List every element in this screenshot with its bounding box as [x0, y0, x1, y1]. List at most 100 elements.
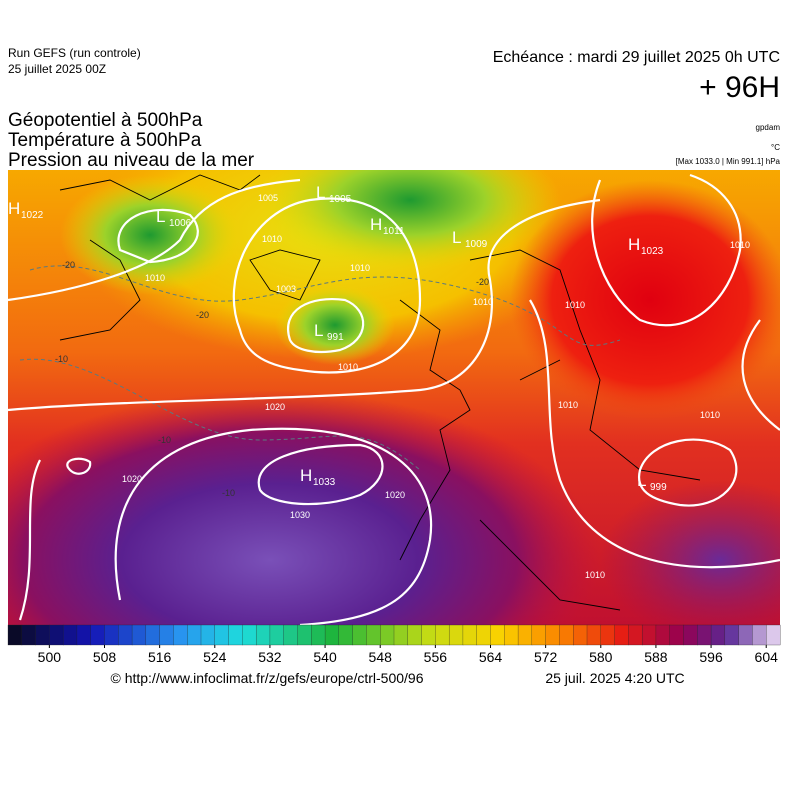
- isobar-label: 1020: [385, 490, 405, 500]
- pressure-center-letter: L: [316, 183, 325, 202]
- colorbar-swatch: [393, 624, 409, 646]
- colorbar-swatch: [407, 624, 423, 646]
- colorbar-swatch: [90, 624, 105, 646]
- colorbar-swatch: [421, 624, 436, 646]
- pressure-center-letter: L: [452, 228, 461, 247]
- isobar-label: 1010: [700, 410, 720, 420]
- colorbar-swatch: [641, 624, 657, 646]
- colorbar-swatch: [228, 624, 243, 646]
- isobar-label: 1010: [262, 234, 282, 244]
- colorbar-swatch: [145, 624, 161, 646]
- title: Pression au niveau de la mer: [8, 150, 255, 171]
- pressure-center-value: 1006: [169, 218, 192, 229]
- colorbar-swatch: [338, 624, 354, 646]
- colorbar-swatch: [242, 624, 257, 646]
- pressure-center-letter: L: [314, 321, 323, 340]
- pressure-center-letter: L: [637, 471, 646, 490]
- lead-time: + 96H: [699, 71, 780, 104]
- colorbar: 500 508 516 524 532 540 548 556 564 572 580 588 596 6…: [7, 624, 781, 665]
- colorbar-swatch: [683, 624, 698, 646]
- pressure-center-value: 1022: [21, 210, 44, 221]
- colorbar-swatch: [131, 624, 147, 646]
- pressure-center-value: 991: [327, 332, 344, 343]
- colorbar-swatch: [435, 624, 450, 646]
- colorbar-swatch: [738, 624, 753, 646]
- colorbar-tick-label: 508: [93, 649, 117, 665]
- colorbar-swatch: [49, 624, 64, 646]
- colorbar-swatch: [159, 624, 174, 646]
- colorbar-swatch: [504, 624, 519, 646]
- isotherm-label: -20: [476, 277, 489, 287]
- pressure-center-value: 1005: [329, 194, 352, 205]
- colorbar-tick-label: 588: [644, 649, 668, 665]
- isotherm-label: -10: [158, 435, 171, 445]
- colorbar-swatch: [380, 624, 395, 646]
- pressure-center-letter: H: [300, 466, 312, 485]
- colorbar-swatch: [490, 624, 505, 646]
- colorbar-swatch: [352, 624, 367, 646]
- colorbar-tick-label: 596: [699, 649, 723, 665]
- pressure-center-value: 999: [650, 482, 667, 493]
- isobar-label: 1010: [338, 362, 358, 372]
- colorbar-swatch: [669, 624, 684, 646]
- isobar-label: 1003: [276, 284, 296, 294]
- colorbar-swatch: [559, 624, 574, 646]
- colorbar-swatch: [517, 624, 533, 646]
- unit-label: gpdam: [756, 123, 781, 132]
- colorbar-swatch: [586, 624, 602, 646]
- isobar-label: 1010: [585, 570, 605, 580]
- colorbar-swatch: [366, 624, 381, 646]
- colorbar-tick-label: 532: [258, 649, 282, 665]
- title: Géopotentiel à 500hPa: [8, 110, 203, 131]
- colorbar-swatch: [476, 624, 491, 646]
- colorbar-swatch: [600, 624, 616, 646]
- run-date: 25 juillet 2025 00Z: [8, 62, 106, 76]
- generated-time: 25 juil. 2025 4:20 UTC: [545, 670, 684, 686]
- colorbar-swatch: [614, 624, 629, 646]
- colorbar-tick-label: 556: [424, 649, 448, 665]
- isobar-label: 1010: [473, 297, 493, 307]
- colorbar-swatch: [269, 624, 285, 646]
- colorbar-swatch: [710, 624, 726, 646]
- isobar-label: 1010: [145, 273, 165, 283]
- colorbar-swatch: [311, 624, 326, 646]
- colorbar-swatch: [21, 624, 37, 646]
- colorbar-tick-label: 564: [479, 649, 503, 665]
- colorbar-swatch: [255, 624, 271, 646]
- isobar-label: 1030: [290, 510, 310, 520]
- source-url: © http://www.infoclimat.fr/z/gefs/europe…: [110, 670, 423, 686]
- colorbar-swatch: [7, 624, 23, 646]
- colorbar-swatch: [545, 624, 560, 646]
- pressure-center-value: 1033: [313, 477, 336, 488]
- colorbar-swatch: [573, 624, 588, 646]
- isobar-label: 1020: [122, 474, 142, 484]
- colorbar-swatch: [752, 624, 767, 646]
- colorbar-swatch: [104, 624, 119, 646]
- pressure-center-value: 1023: [641, 246, 664, 257]
- map: [8, 170, 780, 625]
- colorbar-swatch: [448, 624, 464, 646]
- pressure-center-letter: L: [156, 207, 165, 226]
- pressure-center-value: 1011: [383, 226, 405, 237]
- colorbar-tick-label: 540: [313, 649, 337, 665]
- isotherm-label: -20: [62, 260, 75, 270]
- unit-label: °C: [771, 143, 780, 152]
- colorbar-swatch: [200, 624, 216, 646]
- colorbar-tick-label: 524: [203, 649, 227, 665]
- colorbar-swatch: [697, 624, 712, 646]
- unit-label: [Max 1033.0 | Min 991.1] hPa: [676, 157, 781, 166]
- colorbar-swatch: [35, 624, 50, 646]
- colorbar-swatch: [628, 624, 643, 646]
- pressure-center-letter: H: [628, 235, 640, 254]
- colorbar-swatch: [76, 624, 92, 646]
- colorbar-tick-label: 572: [534, 649, 558, 665]
- isotherm-label: -10: [222, 488, 235, 498]
- isobar-label: 1010: [730, 240, 750, 250]
- colorbar-tick-label: 548: [369, 649, 393, 665]
- isotherm-label: -20: [196, 310, 209, 320]
- pressure-center-letter: H: [8, 199, 20, 218]
- colorbar-tick-label: 516: [148, 649, 172, 665]
